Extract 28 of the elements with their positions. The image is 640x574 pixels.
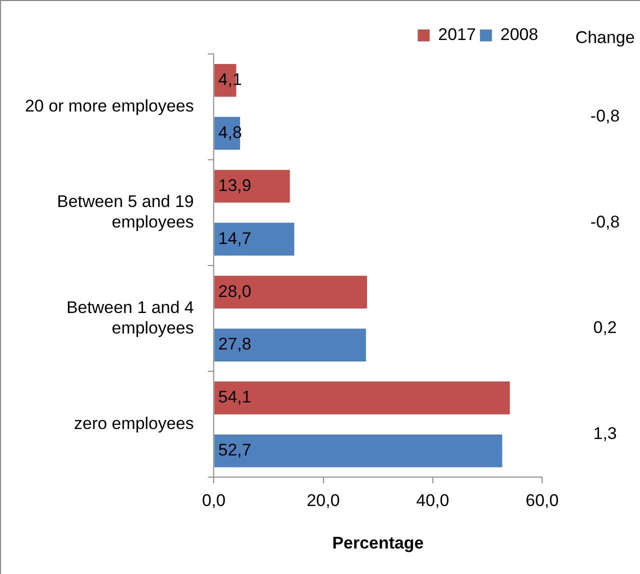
- data-label: 52,7: [218, 440, 252, 460]
- x-tick-label: 60,0: [526, 491, 559, 510]
- bar: [214, 382, 510, 414]
- y-tick-label: 20 or more employees: [24, 96, 194, 116]
- x-axis-title: Percentage: [332, 534, 424, 553]
- data-label: 54,1: [218, 388, 252, 407]
- y-tick-label: Between 1 and 4 employees: [66, 298, 194, 338]
- data-label: 28,0: [218, 282, 252, 301]
- bar: [214, 222, 294, 256]
- data-label: 27,8: [218, 334, 252, 354]
- y-tick-label: Between 5 and 19 employees: [57, 192, 194, 232]
- text: -0,8: [590, 212, 620, 232]
- text: Change: [575, 28, 635, 48]
- text: 1,3: [593, 424, 617, 444]
- y-tick-label: zero employees: [74, 414, 194, 434]
- text: -0,8: [590, 106, 620, 126]
- legend-label: 2008: [500, 25, 538, 44]
- legend-label: 2017: [438, 25, 476, 44]
- bar: [214, 328, 366, 362]
- text: 0,2: [593, 318, 617, 338]
- x-tick-label: 20,0: [306, 491, 340, 510]
- x-tick-label: 0,0: [202, 491, 226, 510]
- data-label: 13,9: [218, 176, 252, 195]
- bar: [214, 434, 502, 468]
- x-tick-label: 40,0: [416, 491, 450, 510]
- data-label: 14,7: [218, 228, 252, 248]
- bar: [214, 170, 290, 203]
- bar: [214, 276, 368, 309]
